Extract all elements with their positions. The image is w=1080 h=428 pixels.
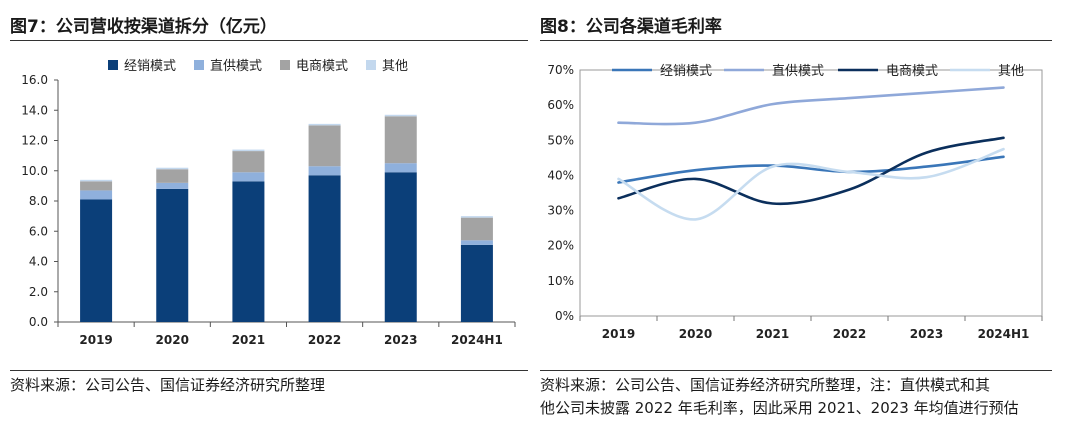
y-tick-label: 16.0 [21, 73, 48, 87]
revenue-by-channel-panel: 图7：公司营收按渠道拆分（亿元） 0.0 2.0 4.0 6.0 8.0 10.0 12.0… [0, 0, 528, 428]
x-tick-label: 2024H1 [451, 333, 503, 347]
plot-frame [579, 69, 1043, 317]
bar-segment [80, 190, 113, 200]
bar-segment [384, 172, 417, 322]
legend-label: 其他 [382, 59, 408, 74]
legend-label: 其他 [998, 64, 1024, 79]
bar-segment [232, 181, 265, 322]
y-tick-label: 12.0 [21, 134, 48, 148]
y-tick-label: 60% [547, 98, 574, 112]
chart-title: 图8：公司各渠道毛利率 [540, 17, 722, 37]
source-note-line-2: 他公司未披露 2022 年毛利率，因此采用 2021、2023 年均值进行预估 [540, 399, 1019, 417]
title-rule [540, 40, 1052, 41]
source-note-line-1: 资料来源：公司公告、国信证券经济研究所整理，注：直供模式和其 [540, 376, 991, 394]
y-tick-label: 70% [547, 63, 574, 77]
bar-segment [156, 169, 189, 183]
legend-label: 电商模式 [886, 64, 938, 79]
x-tick-label: 2020 [679, 327, 712, 341]
bar-segment [308, 175, 341, 322]
legend-label: 电商模式 [296, 59, 348, 74]
y-tick-label: 40% [547, 168, 574, 182]
x-tick-label: 2023 [384, 333, 417, 347]
series-line [617, 147, 1005, 221]
bar-segment [460, 240, 493, 245]
y-tick-label: 0.0 [29, 315, 48, 329]
bar-segment [384, 163, 417, 173]
legend-swatch [108, 60, 118, 70]
bar-segment [80, 179, 113, 182]
x-tick-label: 2022 [833, 327, 866, 341]
x-tick-label: 2021 [756, 327, 789, 341]
legend-swatch [366, 60, 376, 70]
legend-label: 直供模式 [772, 64, 824, 79]
legend-label: 经销模式 [124, 59, 176, 74]
source-rule [540, 370, 1052, 371]
bar-segment [460, 244, 493, 322]
bar-segment [80, 199, 113, 322]
series-line [617, 86, 1005, 126]
bar-segment [384, 114, 417, 117]
bar-segment [308, 166, 341, 176]
bar-segment [156, 182, 189, 189]
series-line [617, 155, 1005, 184]
bar-segment [308, 123, 341, 126]
source-note: 资料来源：公司公告、国信证券经济研究所整理 [10, 376, 326, 394]
x-tick-label: 2021 [232, 333, 265, 347]
bar-segment [232, 172, 265, 182]
legend-swatch [280, 60, 290, 70]
x-tick-label: 2023 [910, 327, 943, 341]
y-tick-label: 10.0 [21, 164, 48, 178]
x-tick-label: 2020 [156, 333, 189, 347]
x-tick-label: 2019 [79, 333, 112, 347]
legend-label: 直供模式 [210, 59, 262, 74]
bar-segment [80, 181, 113, 191]
x-tick-label: 2019 [602, 327, 635, 341]
y-tick-label: 10% [547, 274, 574, 288]
title-rule [10, 40, 528, 41]
bar-segment [232, 149, 265, 152]
y-tick-label: 14.0 [21, 103, 48, 117]
y-tick-label: 2.0 [29, 285, 48, 299]
y-tick-label: 4.0 [29, 255, 48, 269]
chart-title: 图7：公司营收按渠道拆分（亿元） [10, 17, 277, 37]
bar-segment [308, 125, 341, 167]
bar-segment [384, 116, 417, 164]
line-chart: 0% 10% 20% 30% 40% 50% 60% 70% 2019 2020 2021 2022 2… [547, 63, 1043, 341]
y-tick-label: 8.0 [29, 194, 48, 208]
x-tick-label: 2024H1 [978, 327, 1030, 341]
y-tick-label: 6.0 [29, 224, 48, 238]
bar-segment [460, 217, 493, 241]
legend-swatch [194, 60, 204, 70]
y-tick-label: 0% [555, 309, 574, 323]
bar-segment [460, 216, 493, 218]
bar-segment [156, 167, 189, 170]
legend-label: 经销模式 [660, 64, 712, 79]
series-line [617, 136, 1005, 206]
stacked-bar-chart: 0.0 2.0 4.0 6.0 8.0 10.0 12.0 14.0 16.0 2019 2020 2… [21, 59, 516, 347]
x-tick-label: 2022 [308, 333, 341, 347]
y-tick-label: 50% [547, 133, 574, 147]
bar-segment [156, 188, 189, 322]
y-tick-label: 20% [547, 239, 574, 253]
bar-segment [232, 151, 265, 173]
source-rule [10, 370, 528, 371]
gross-margin-panel: 图8：公司各渠道毛利率 0% 10% 20% 30% 40% 50% 60% 70% 2019 2… [540, 0, 1080, 428]
y-tick-label: 30% [547, 204, 574, 218]
